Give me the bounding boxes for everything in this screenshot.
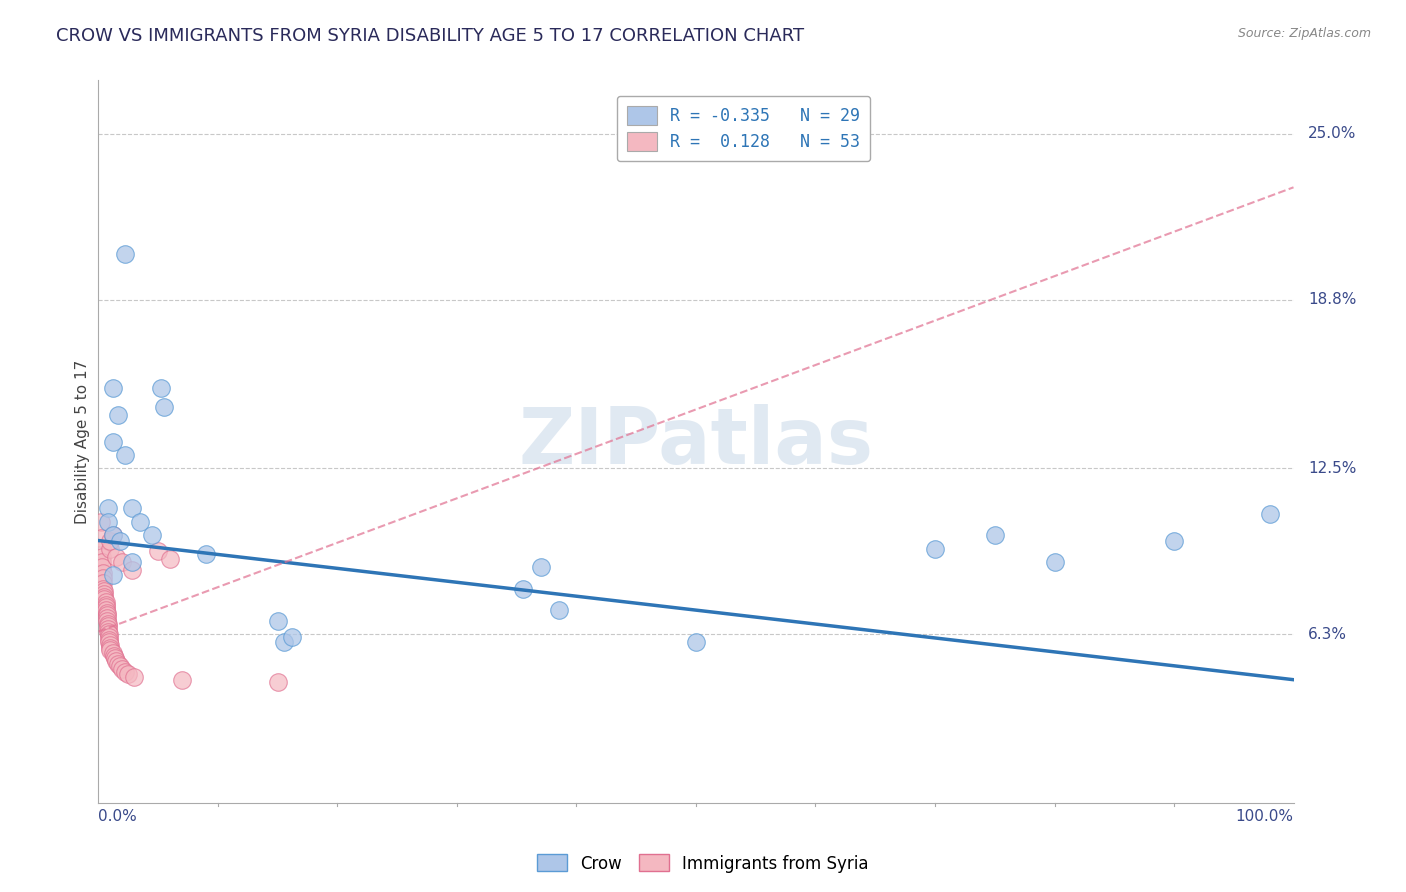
Point <box>93 584 115 599</box>
Point <box>94 600 117 615</box>
Point <box>90 515 112 529</box>
Point <box>267 675 290 690</box>
Text: ZIPatlas: ZIPatlas <box>519 403 873 480</box>
Point <box>107 408 129 422</box>
Point <box>685 635 707 649</box>
Point <box>91 541 114 556</box>
Point <box>98 533 122 548</box>
Point <box>98 632 121 647</box>
Point <box>1043 555 1066 569</box>
Point <box>267 614 290 628</box>
Point <box>94 598 117 612</box>
Text: 18.8%: 18.8% <box>1308 293 1357 307</box>
Point <box>98 541 122 556</box>
Point <box>91 549 114 564</box>
Point <box>96 606 118 620</box>
Text: 100.0%: 100.0% <box>1236 808 1294 823</box>
Point <box>105 654 128 668</box>
Y-axis label: Disability Age 5 to 17: Disability Age 5 to 17 <box>75 359 90 524</box>
Point <box>91 555 114 569</box>
Text: Source: ZipAtlas.com: Source: ZipAtlas.com <box>1237 27 1371 40</box>
Point <box>101 646 124 660</box>
Point <box>93 587 115 601</box>
Point <box>105 549 128 564</box>
Point <box>121 563 143 577</box>
Point <box>281 630 304 644</box>
Point <box>97 622 120 636</box>
Point <box>547 603 569 617</box>
Text: 12.5%: 12.5% <box>1308 461 1357 475</box>
Point <box>984 528 1007 542</box>
Point <box>98 640 122 655</box>
Point <box>101 528 124 542</box>
Point <box>111 662 134 676</box>
Point <box>101 528 124 542</box>
Point <box>124 670 146 684</box>
Text: 6.3%: 6.3% <box>1308 627 1347 641</box>
Point <box>97 515 120 529</box>
Point <box>98 635 121 649</box>
Point <box>94 595 117 609</box>
Point <box>195 547 218 561</box>
Point <box>91 566 114 580</box>
Point <box>1163 533 1185 548</box>
Point <box>94 603 117 617</box>
Point <box>924 541 946 556</box>
Text: 0.0%: 0.0% <box>98 808 138 823</box>
Point <box>108 533 131 548</box>
Point <box>98 630 121 644</box>
Point <box>98 638 122 652</box>
Point <box>148 544 170 558</box>
Point <box>108 659 131 673</box>
Point <box>512 582 534 596</box>
Point <box>114 247 136 261</box>
Point <box>97 624 120 639</box>
Point <box>273 635 295 649</box>
Point <box>129 515 152 529</box>
Point <box>91 571 114 585</box>
Point <box>114 665 136 679</box>
Point <box>101 434 124 449</box>
Point <box>114 448 136 462</box>
Text: 25.0%: 25.0% <box>1308 127 1357 141</box>
Legend: R = -0.335   N = 29, R =  0.128   N = 53: R = -0.335 N = 29, R = 0.128 N = 53 <box>617 95 870 161</box>
Point <box>101 381 124 395</box>
Text: CROW VS IMMIGRANTS FROM SYRIA DISABILITY AGE 5 TO 17 CORRELATION CHART: CROW VS IMMIGRANTS FROM SYRIA DISABILITY… <box>56 27 804 45</box>
Point <box>172 673 194 687</box>
Point <box>159 552 181 566</box>
Point <box>1258 507 1281 521</box>
Point <box>104 651 127 665</box>
Point <box>530 560 553 574</box>
Legend: Crow, Immigrants from Syria: Crow, Immigrants from Syria <box>530 847 876 880</box>
Point <box>107 657 129 671</box>
Point <box>96 608 118 623</box>
Point <box>141 528 163 542</box>
Point <box>97 501 120 516</box>
Point <box>117 667 139 681</box>
Point <box>96 611 118 625</box>
Point <box>149 381 172 395</box>
Point <box>90 531 112 545</box>
Point <box>103 648 125 663</box>
Point <box>91 560 114 574</box>
Point <box>111 555 134 569</box>
Point <box>96 614 118 628</box>
Point <box>98 643 122 657</box>
Point <box>97 616 120 631</box>
Point <box>91 582 114 596</box>
Point <box>153 400 176 414</box>
Point <box>98 627 121 641</box>
Point <box>93 592 115 607</box>
Point <box>121 501 143 516</box>
Point <box>101 568 124 582</box>
Point <box>121 555 143 569</box>
Point <box>97 619 120 633</box>
Point <box>93 590 115 604</box>
Point <box>91 576 114 591</box>
